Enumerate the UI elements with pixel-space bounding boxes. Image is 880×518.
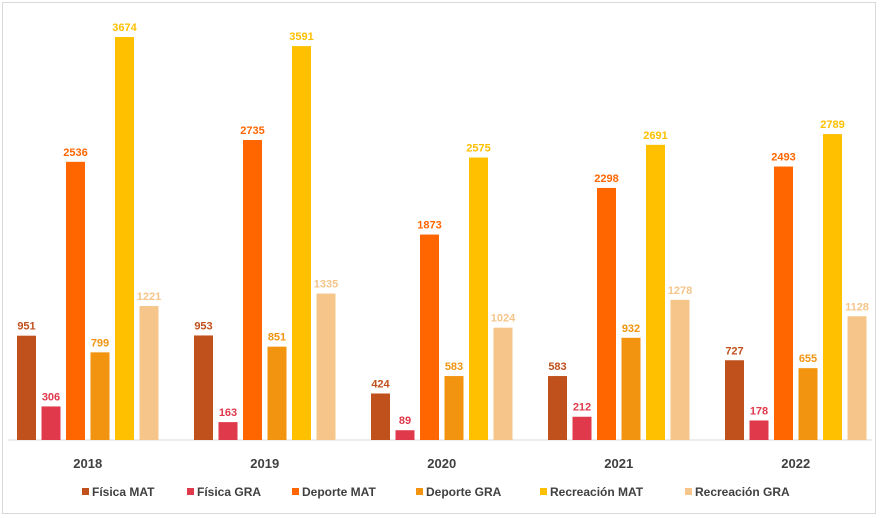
data-label-2021-4: 2691 <box>643 130 667 142</box>
legend: Física MAT Física GRA Deporte MAT Deporte G… <box>82 485 790 499</box>
category-label-2020: 2020 <box>427 456 456 471</box>
data-label-2018-4: 3674 <box>112 22 137 34</box>
data-label-2019-5: 1335 <box>314 279 338 291</box>
legend-swatch-2 <box>292 488 299 495</box>
bar-2019-4 <box>292 46 311 440</box>
bar-2020-3 <box>444 376 464 440</box>
data-label-2019-4: 3591 <box>289 31 313 43</box>
data-label-2018-3: 799 <box>91 337 109 349</box>
data-label-2020-5: 1024 <box>491 313 516 325</box>
data-label-2018-2: 2536 <box>63 147 87 159</box>
data-label-2018-1: 306 <box>42 391 60 403</box>
category-label-2019: 2019 <box>250 456 279 471</box>
data-label-2019-2: 2735 <box>240 125 264 137</box>
bar-2018-0 <box>17 335 36 440</box>
data-label-2018-0: 951 <box>17 321 35 333</box>
bar-2020-1 <box>395 430 415 440</box>
bar-2019-2 <box>243 139 262 440</box>
bar-2022-4 <box>823 134 842 441</box>
bar-2018-5 <box>139 306 159 440</box>
bar-2020-4 <box>469 157 488 440</box>
bar-2019-3 <box>267 346 287 440</box>
legend-label-1: Física GRA <box>197 485 261 499</box>
bar-2020-0 <box>371 393 390 440</box>
data-label-2021-1: 212 <box>573 402 591 414</box>
category-label-2021: 2021 <box>604 456 633 471</box>
bar-2021-2 <box>597 187 616 440</box>
bar-2021-4 <box>646 144 665 440</box>
legend-swatch-3 <box>416 488 423 495</box>
bar-2018-2 <box>66 161 85 440</box>
bars-group <box>17 37 867 441</box>
data-label-2021-2: 2298 <box>594 173 618 185</box>
value-labels-group: 951 306 2536 799 3674 1221 953 163 2735 851 3591 13… <box>17 22 869 427</box>
data-label-2022-4: 2789 <box>820 119 844 131</box>
bar-2022-0 <box>725 360 744 440</box>
data-label-2022-5: 1128 <box>845 301 869 313</box>
bar-2018-3 <box>90 352 110 440</box>
bar-2021-3 <box>621 337 641 440</box>
bar-2022-2 <box>774 166 793 440</box>
legend-label-0: Física MAT <box>92 485 155 499</box>
legend-swatch-4 <box>540 488 547 495</box>
bar-2021-5 <box>670 299 690 440</box>
category-labels-group: 2018 2019 2020 2021 2022 <box>73 456 810 471</box>
legend-swatch-5 <box>685 488 692 495</box>
bar-2021-1 <box>572 416 592 440</box>
bar-2022-5 <box>847 316 867 440</box>
data-label-2022-2: 2493 <box>771 152 795 164</box>
bar-2022-1 <box>749 420 769 440</box>
bar-2019-0 <box>194 335 213 440</box>
bar-2020-2 <box>420 234 439 440</box>
data-label-2022-1: 178 <box>750 405 768 417</box>
category-label-2022: 2022 <box>781 456 810 471</box>
bar-2020-5 <box>493 327 513 440</box>
bar-2019-1 <box>218 422 238 440</box>
bar-2019-5 <box>316 293 336 440</box>
data-label-2022-3: 655 <box>799 353 817 365</box>
data-label-2021-3: 932 <box>622 323 640 335</box>
data-label-2020-2: 1873 <box>417 220 441 232</box>
data-label-2019-3: 851 <box>268 332 286 344</box>
legend-label-3: Deporte GRA <box>426 485 502 499</box>
legend-label-5: Recreación GRA <box>695 485 790 499</box>
category-label-2018: 2018 <box>73 456 102 471</box>
data-label-2019-1: 163 <box>219 407 237 419</box>
data-label-2020-3: 583 <box>445 361 463 373</box>
data-label-2021-5: 1278 <box>668 285 692 297</box>
data-label-2021-0: 583 <box>548 361 566 373</box>
legend-swatch-1 <box>187 488 194 495</box>
bar-2022-3 <box>798 368 818 440</box>
data-label-2020-4: 2575 <box>466 143 490 155</box>
data-label-2018-5: 1221 <box>137 291 161 303</box>
data-label-2020-0: 424 <box>371 378 390 390</box>
legend-label-4: Recreación MAT <box>550 485 644 499</box>
bar-2018-4 <box>115 37 134 440</box>
data-label-2020-1: 89 <box>399 415 411 427</box>
data-label-2019-0: 953 <box>194 320 212 332</box>
data-label-2022-0: 727 <box>725 345 743 357</box>
bar-2018-1 <box>41 406 61 440</box>
legend-swatch-0 <box>82 488 89 495</box>
bar-2021-0 <box>548 376 567 440</box>
legend-label-2: Deporte MAT <box>302 485 376 499</box>
